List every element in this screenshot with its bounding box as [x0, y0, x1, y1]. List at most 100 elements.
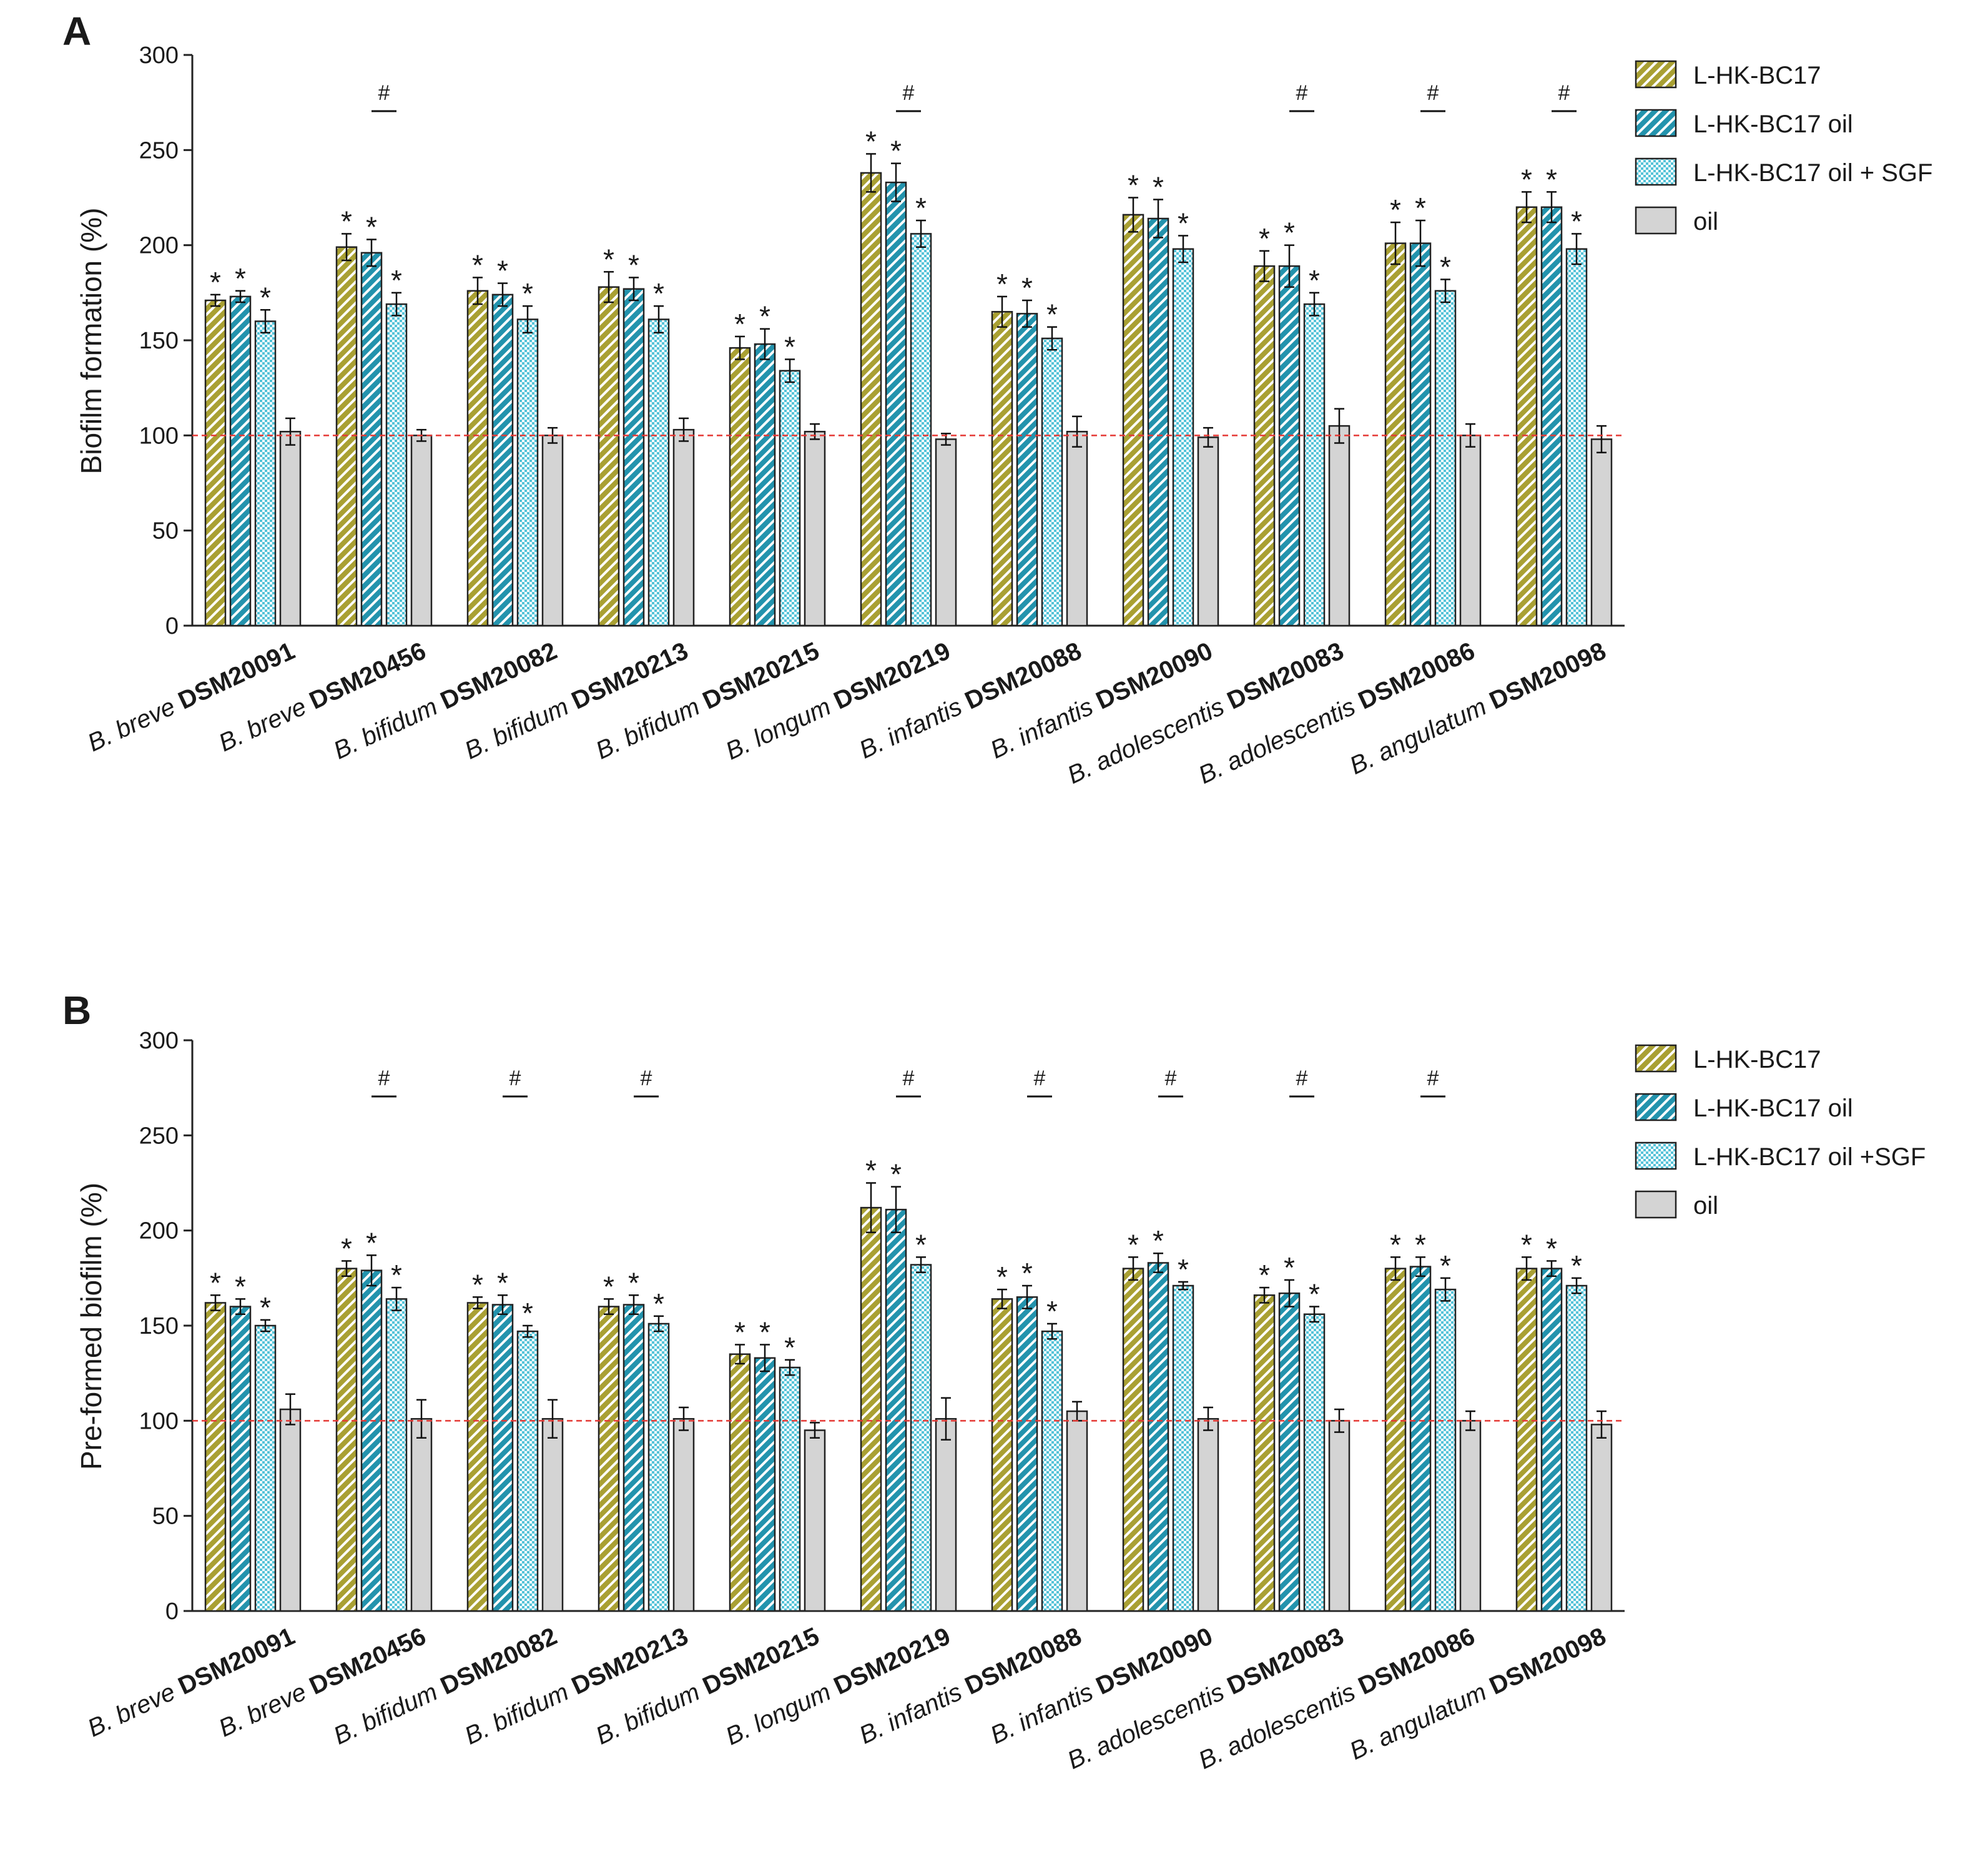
bar: [335, 1268, 358, 1612]
error-bar: [285, 417, 295, 446]
significance-hash: #: [903, 1066, 915, 1090]
category-species: B. bifidum: [592, 1675, 711, 1750]
bar-group: [1384, 1256, 1482, 1612]
bar: [1197, 436, 1219, 627]
significance-star: *: [603, 243, 614, 275]
category-species: B. breve: [215, 1675, 317, 1743]
significance-star: *: [522, 1297, 533, 1329]
error-bar: [679, 417, 689, 442]
significance-star: *: [1571, 1249, 1582, 1282]
significance-star: *: [210, 266, 221, 298]
significance-star: *: [366, 1226, 377, 1259]
error-bar: [1597, 425, 1607, 454]
bar: [991, 1298, 1013, 1612]
error-bar: [654, 305, 664, 334]
bar: [541, 1418, 564, 1612]
significance-star: *: [497, 255, 508, 287]
category-label: B. angulatum DSM20098: [1346, 1622, 1610, 1765]
error-bar: [1259, 1286, 1269, 1304]
panel-b: B Pre-formed biofilm (%) 0 50 100 150 200 250…: [62, 988, 1926, 1775]
y-tick-label: 0: [165, 613, 179, 639]
bar-group: [335, 1254, 433, 1612]
category-label: B. breve DSM20456: [215, 637, 430, 757]
bar: [935, 1418, 957, 1612]
bar: [204, 299, 227, 627]
error-bar: [604, 1298, 614, 1315]
bar: [1253, 1294, 1276, 1612]
category-label: B. bifidum DSM20082: [330, 1622, 561, 1750]
significance-star: *: [210, 1266, 221, 1299]
bar: [1253, 265, 1276, 627]
significance-star: *: [996, 268, 1008, 300]
error-bar: [367, 1254, 376, 1287]
bar: [335, 246, 358, 627]
bar: [672, 1418, 695, 1612]
bar-groups: [204, 153, 1613, 627]
y-tick-label: 250: [139, 137, 179, 164]
bar: [1041, 1330, 1063, 1612]
error-bar: [1522, 1256, 1532, 1281]
bar: [1459, 1420, 1482, 1612]
legend-label: L-HK-BC17 oil + SGF: [1693, 159, 1932, 187]
error-bar: [891, 162, 901, 202]
error-bar: [473, 277, 483, 305]
error-bar: [810, 423, 820, 440]
bar-group: [598, 1294, 695, 1612]
legend-label: oil: [1693, 208, 1718, 235]
bar: [672, 428, 695, 627]
error-bar: [416, 1399, 426, 1439]
significance-star: *: [235, 262, 246, 295]
category-species: B. bifidum: [461, 1675, 579, 1750]
y-tick-label: 200: [139, 233, 179, 259]
error-bar: [342, 233, 352, 262]
error-bar: [391, 292, 401, 317]
error-bar: [1440, 1277, 1450, 1302]
error-bar: [1284, 1279, 1294, 1308]
category-species: B. longum: [722, 690, 842, 766]
bar: [279, 1408, 302, 1612]
bar: [885, 181, 907, 627]
significance-star: *: [1571, 205, 1582, 237]
legend-label: L-HK-BC17 oil: [1693, 1095, 1853, 1122]
bar: [1409, 1266, 1432, 1612]
bar-group: [466, 1294, 564, 1612]
error-bar: [866, 1182, 876, 1233]
bar: [885, 1208, 907, 1612]
error-bar: [1572, 1277, 1582, 1294]
bar: [204, 1302, 227, 1612]
error-bar: [260, 309, 270, 334]
error-bar: [1128, 1256, 1138, 1281]
error-bar: [785, 358, 795, 383]
y-axis-title: Pre-formed biofilm (%): [75, 1183, 107, 1470]
legend: L-HK-BC17 L-HK-BC17 oil L-HK-BC17 oil + SG…: [1635, 60, 1932, 235]
error-bar: [916, 219, 926, 248]
significance-star: *: [1046, 1295, 1058, 1327]
bar: [991, 311, 1013, 627]
category-species: B. longum: [722, 1675, 842, 1751]
legend-label: L-HK-BC17 oil +SGF: [1693, 1143, 1926, 1171]
bar: [1016, 313, 1038, 627]
error-bar: [997, 295, 1007, 328]
significance-hash: #: [1427, 81, 1439, 105]
significance-hash: #: [1165, 1066, 1177, 1090]
category-species: B. infantis: [987, 1675, 1104, 1750]
bar: [279, 430, 302, 627]
error-bar: [285, 1393, 295, 1426]
bar: [1016, 1296, 1038, 1612]
bar-group: [1122, 197, 1219, 627]
error-bar: [260, 1319, 270, 1332]
category-species: B. infantis: [987, 690, 1104, 764]
significance-star: *: [1390, 1228, 1401, 1261]
y-tick-label: 200: [139, 1218, 179, 1244]
bar: [779, 370, 801, 627]
bar: [1147, 1262, 1169, 1612]
y-tick-label: 100: [139, 423, 179, 449]
significance-star: *: [1415, 192, 1426, 224]
bar: [360, 252, 383, 627]
error-bar: [891, 1186, 901, 1233]
bar: [360, 1269, 383, 1612]
bar-group: [204, 290, 302, 627]
legend-item: L-HK-BC17 oil: [1635, 1093, 1853, 1122]
error-bar: [1522, 191, 1532, 224]
significance-star: *: [1309, 1278, 1320, 1311]
